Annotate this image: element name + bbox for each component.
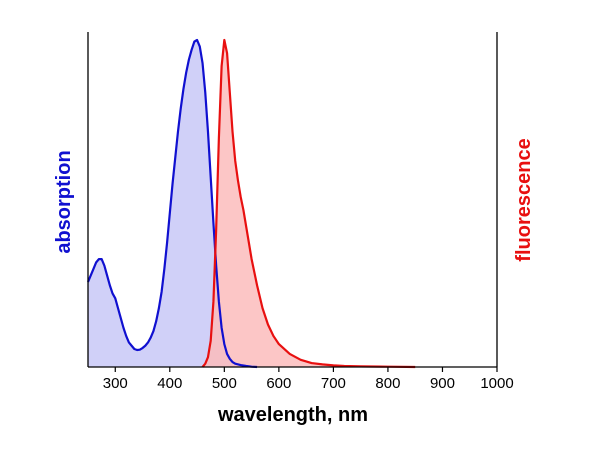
right-axis-title: fluorescence bbox=[513, 138, 535, 261]
x-tick-label: 1000 bbox=[480, 375, 513, 392]
fluorescence-area bbox=[202, 40, 416, 367]
x-tick-label: 600 bbox=[266, 375, 291, 392]
x-tick-label: 700 bbox=[321, 375, 346, 392]
x-tick-label: 900 bbox=[430, 375, 455, 392]
x-tick-label: 400 bbox=[157, 375, 182, 392]
absorption-line bbox=[86, 38, 258, 369]
x-tick-label: 800 bbox=[375, 375, 400, 392]
left-axis-title: absorption bbox=[53, 150, 75, 253]
x-tick-label: 500 bbox=[212, 375, 237, 392]
x-tick-label: 300 bbox=[103, 375, 128, 392]
fluorescence-line bbox=[201, 38, 416, 369]
series-lines bbox=[86, 38, 416, 369]
x-axis-ticks: 300 400 500 600 700 800 900 1000 bbox=[103, 367, 514, 392]
series-fills bbox=[88, 40, 416, 367]
x-axis-title: wavelength, nm bbox=[217, 404, 368, 426]
